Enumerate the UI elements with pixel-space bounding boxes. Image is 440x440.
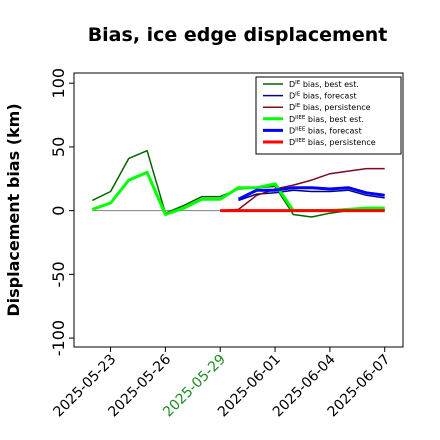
chart-title: Bias, ice edge displacement — [87, 24, 388, 46]
legend-entry: DIIEE bias, forecast — [289, 126, 362, 135]
legend: DIE bias, best est. DIE bias, forecast DIE… — [255, 76, 402, 155]
series-line-1 — [91, 149, 385, 218]
series-line-4 — [91, 170, 385, 216]
series-lines — [91, 149, 385, 218]
y-tick-label: 100 — [49, 68, 68, 99]
y-axis: -100 -50 0 50 100 — [49, 68, 74, 356]
y-tick-label: -100 — [49, 320, 68, 356]
plot-frame — [73, 72, 404, 348]
legend-entry: DIE bias, forecast — [289, 92, 357, 101]
legend-entry: DIIEE bias, best est. — [289, 115, 364, 124]
y-axis-label: Displacement bias (km) — [4, 103, 23, 316]
y-tick-label: 50 — [49, 137, 68, 157]
legend-entry: DIIEE bias, persistence — [289, 138, 376, 147]
legend-entry: DIE bias, persistence — [289, 103, 371, 112]
legend-entry: DIE bias, best est. — [289, 80, 359, 89]
x-axis: 2025-05-232025-05-262025-05-292025-06-01… — [51, 347, 394, 420]
y-tick-label: 0 — [49, 206, 68, 216]
y-tick-label: -50 — [49, 261, 68, 287]
series-line-3 — [220, 167, 385, 212]
series-line-5 — [237, 186, 385, 201]
